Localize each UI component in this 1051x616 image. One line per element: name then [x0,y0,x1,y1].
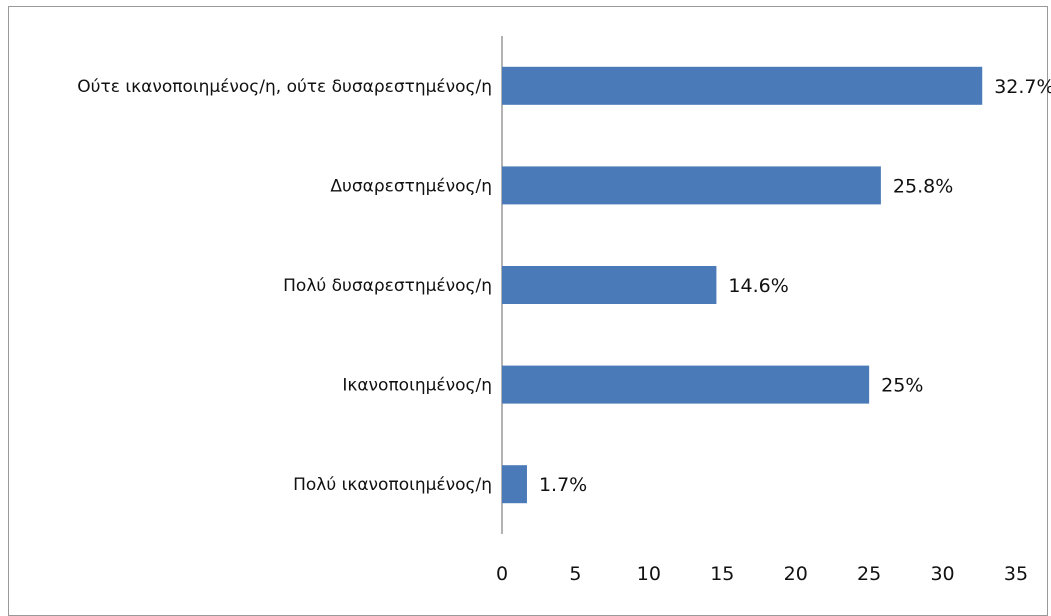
category-label: Ικανοποιημένος/η [342,376,492,396]
category-label: Δυσαρεστημένος/η [330,176,492,196]
bar [502,166,881,205]
x-tick-label: 20 [784,563,808,585]
x-tick-label: 0 [496,563,508,585]
category-label: Πολύ ικανοποιημένος/η [293,475,492,495]
data-label: 32.7% [994,76,1051,98]
data-label: 25.8% [893,175,953,197]
data-label: 25% [881,375,923,397]
bar [502,66,983,105]
x-tick-label: 25 [857,563,881,585]
category-label: Ούτε ικανοποιημένος/η, ούτε δυσαρεστημέν… [77,77,492,97]
x-tick-label: 15 [710,563,734,585]
x-tick-label: 10 [637,563,661,585]
category-label: Πολύ δυσαρεστημένος/η [283,276,492,296]
bar [502,266,717,304]
chart-frame [8,6,1048,616]
x-tick-label: 5 [569,563,581,585]
data-label: 1.7% [539,474,587,496]
bar [502,465,527,504]
data-label: 14.6% [728,275,788,297]
x-tick-label: 35 [1004,563,1028,585]
x-tick-label: 30 [930,563,954,585]
bar [502,365,870,404]
